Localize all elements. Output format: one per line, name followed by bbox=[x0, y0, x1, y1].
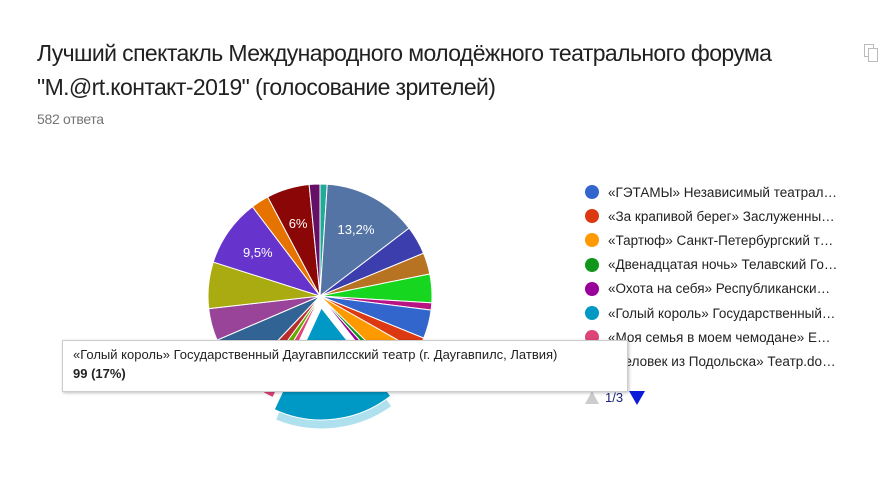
legend-label: «Двенадцатая ночь» Телавский Го… bbox=[608, 257, 838, 273]
slice-percent-label: 6% bbox=[289, 216, 308, 231]
next-page-arrow-icon[interactable] bbox=[629, 390, 646, 405]
pie-chart: 13,2% 9,5% 6% bbox=[207, 183, 433, 429]
legend-label: «Тартюф» Санкт-Петербургский т… bbox=[608, 232, 834, 248]
legend-item[interactable]: «ГЭТАМЫ» Независимый театрал… bbox=[585, 180, 837, 204]
response-count: 582 ответа bbox=[37, 111, 104, 127]
legend-swatch bbox=[585, 233, 599, 248]
legend-swatch bbox=[585, 185, 599, 200]
legend-label: «За крапивой берег» Заслуженны… bbox=[608, 208, 835, 224]
legend-label: «ГЭТАМЫ» Независимый театрал… bbox=[608, 184, 838, 200]
legend-item[interactable]: «Двенадцатая ночь» Телавский Го… bbox=[585, 253, 837, 277]
legend-label: «Охота на себя» Республикански… bbox=[608, 281, 831, 297]
legend-swatch bbox=[585, 281, 599, 296]
legend-item[interactable]: «За крапивой берег» Заслуженны… bbox=[585, 204, 837, 228]
tooltip-value: 99 (17%) bbox=[73, 366, 126, 381]
pie-slice[interactable] bbox=[319, 183, 410, 298]
legend-label: «Человек из Подольска» Театр.do… bbox=[608, 353, 836, 369]
legend-swatch bbox=[585, 209, 599, 224]
slice-tooltip: «Голый король» Государственный Даугавпил… bbox=[62, 340, 628, 392]
copy-chart-icon[interactable] bbox=[864, 44, 878, 62]
slice-highlight-ring bbox=[276, 398, 392, 429]
legend-item[interactable]: «Охота на себя» Республикански… bbox=[585, 277, 837, 301]
legend-swatch bbox=[585, 257, 599, 272]
legend-item[interactable]: «Голый король» Государственный… bbox=[585, 301, 837, 325]
slice-percent-label: 13,2% bbox=[338, 222, 375, 237]
page-indicator: 1/3 bbox=[605, 390, 624, 405]
legend: «ГЭТАМЫ» Независимый театрал… «За крапив… bbox=[585, 180, 837, 374]
pie-slice[interactable] bbox=[308, 183, 321, 297]
previous-page-arrow-icon[interactable] bbox=[585, 391, 599, 404]
legend-pager: 1/3 bbox=[585, 390, 646, 405]
legend-label: «Моя семья в моем чемодане» Е… bbox=[608, 329, 831, 345]
slice-percent-label: 9,5% bbox=[243, 245, 273, 260]
tooltip-label: «Голый король» Государственный Даугавпил… bbox=[73, 347, 558, 362]
legend-label: «Голый король» Государственный… bbox=[608, 305, 836, 321]
chart-title: Лучший спектакль Международного молодёжн… bbox=[37, 40, 772, 100]
legend-item[interactable]: «Тартюф» Санкт-Петербургский т… bbox=[585, 228, 837, 252]
legend-swatch bbox=[585, 306, 599, 321]
